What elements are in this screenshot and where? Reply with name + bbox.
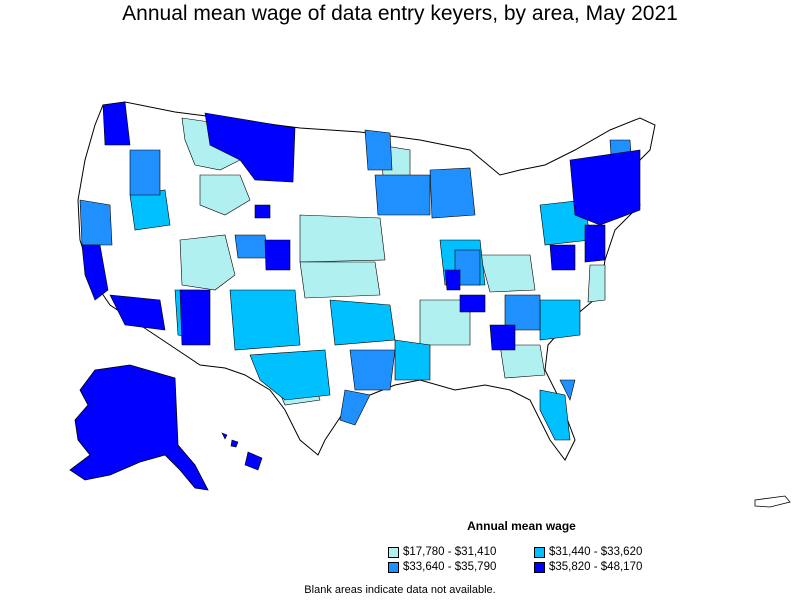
legend-swatch-3 bbox=[388, 561, 399, 573]
alaska bbox=[69, 364, 209, 491]
legend-swatch-2 bbox=[534, 546, 545, 558]
legend-swatch-1 bbox=[388, 546, 399, 558]
legend-item-3: $33,640 - $35,790 bbox=[388, 561, 496, 573]
legend-title: Annual mean wage bbox=[467, 519, 576, 533]
tier4-regions bbox=[81, 101, 641, 351]
legend-label-4: $35,820 - $48,170 bbox=[549, 561, 643, 573]
legend-item-1: $17,780 - $31,410 bbox=[388, 546, 496, 558]
legend-label-3: $33,640 - $35,790 bbox=[403, 561, 497, 573]
puerto-rico bbox=[754, 495, 791, 508]
legend-label-1: $17,780 - $31,410 bbox=[403, 546, 497, 558]
legend-label-2: $31,440 - $33,620 bbox=[549, 546, 643, 558]
legend-item-4: $35,820 - $48,170 bbox=[534, 561, 642, 573]
footnote: Blank areas indicate data not available. bbox=[304, 584, 496, 596]
legend-swatch-4 bbox=[534, 561, 545, 573]
hawaii bbox=[221, 432, 263, 471]
legend-item-2: $31,440 - $33,620 bbox=[534, 546, 642, 558]
map-title: Annual mean wage of data entry keyers, b… bbox=[122, 2, 678, 25]
